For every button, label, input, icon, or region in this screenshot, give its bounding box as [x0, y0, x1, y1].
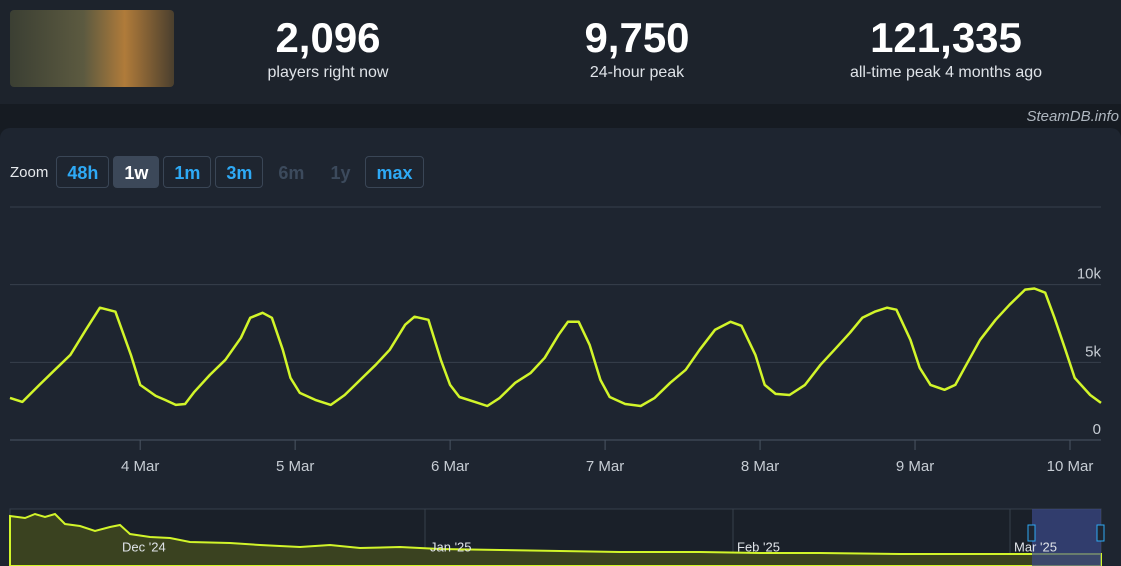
zoom-label: Zoom — [10, 163, 49, 181]
x-tick-label: 4 Mar — [121, 458, 159, 475]
navigator-label: Dec '24 — [122, 539, 166, 554]
x-tick-label: 6 Mar — [431, 458, 469, 475]
zoom-button[interactable]: 1m — [163, 156, 212, 188]
zoom-bar: Zoom 48h 1w 1m 3m 6m 1y max — [10, 155, 424, 189]
x-tick-label: 5 Mar — [276, 458, 314, 475]
x-tick-label: 9 Mar — [896, 458, 934, 475]
stat-value: 2,096 — [275, 14, 381, 61]
navigator-label: Jan '25 — [430, 539, 472, 554]
navigator-handle[interactable] — [1027, 524, 1036, 542]
navigator-selection[interactable] — [1032, 509, 1101, 566]
navigator-label: Mar '25 — [1014, 539, 1057, 554]
x-tick-label: 10 Mar — [1047, 458, 1094, 475]
navigator-series — [9, 512, 1102, 566]
zoom-button[interactable]: 3m — [215, 156, 264, 188]
y-tick-label: 0 — [1093, 421, 1101, 438]
stat-value: 121,335 — [870, 14, 1022, 61]
x-tick-label: 8 Mar — [741, 458, 779, 475]
navigator-label: Feb '25 — [737, 539, 780, 554]
game-thumbnail[interactable] — [10, 10, 174, 87]
stat: 9,750 24-hour peak — [487, 14, 787, 84]
stat-label: all-time peak 4 months ago — [849, 64, 1043, 81]
stat-label: 24-hour peak — [589, 64, 685, 81]
y-tick-label: 5k — [1085, 343, 1101, 360]
zoom-button: 1y — [330, 163, 351, 183]
header: 2,096 players right now 9,750 24-hour peak… — [0, 0, 1121, 104]
zoom-button[interactable]: 1w — [113, 156, 160, 188]
zoom-button[interactable]: max — [365, 156, 424, 188]
stat: 2,096 players right now — [178, 14, 478, 84]
chart-panel — [0, 128, 1121, 566]
series-line — [9, 287, 1102, 408]
stat-value: 9,750 — [584, 14, 690, 61]
zoom-button[interactable]: 48h — [56, 156, 110, 188]
navigator — [9, 508, 1105, 566]
navigator-handle[interactable] — [1096, 524, 1105, 542]
y-tick-label: 10k — [1077, 266, 1102, 283]
stat: 121,335 all-time peak 4 months ago — [796, 14, 1096, 84]
x-tick-label: 7 Mar — [586, 458, 624, 475]
watermark: SteamDB.info — [1026, 108, 1119, 125]
stat-label: players right now — [267, 64, 389, 81]
zoom-button: 6m — [278, 163, 305, 183]
